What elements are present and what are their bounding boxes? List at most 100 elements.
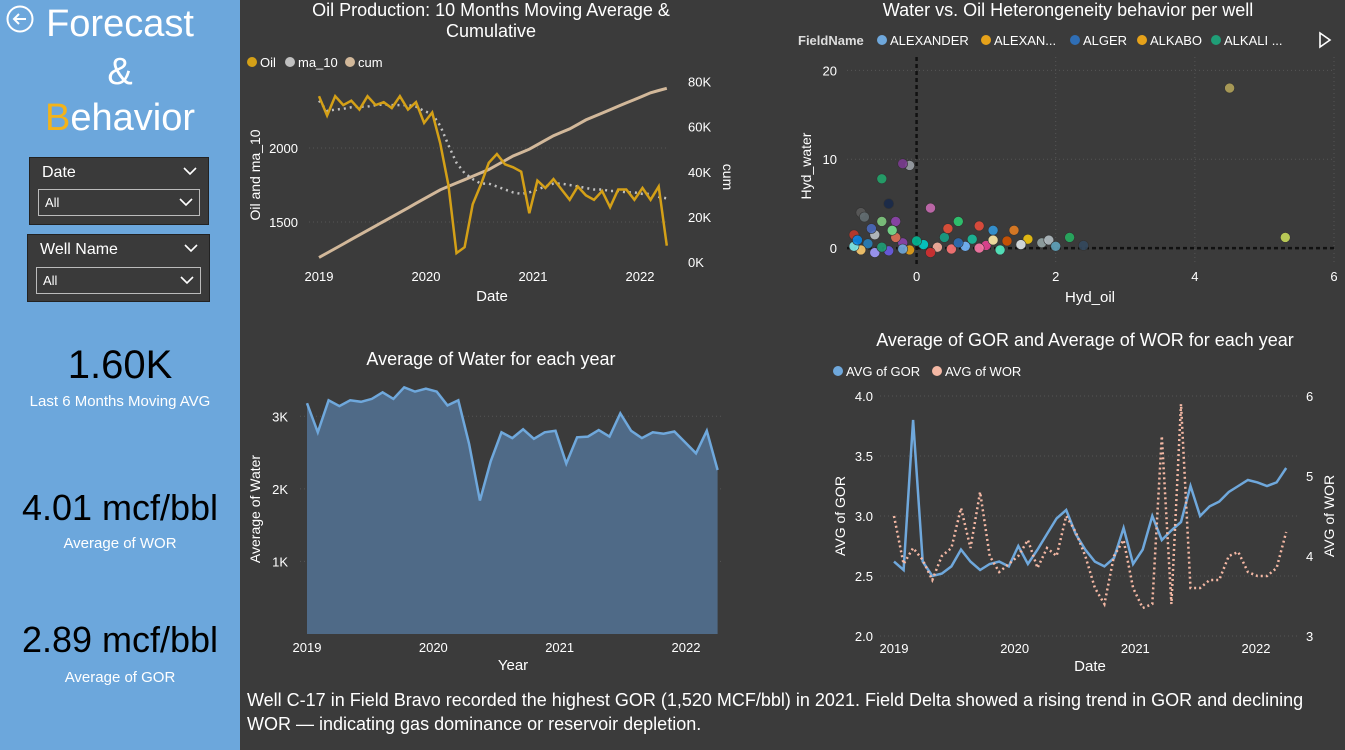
scatter-point <box>1022 233 1034 245</box>
legend-marker-gor <box>833 366 843 376</box>
scatter-x-tick: 4 <box>1191 269 1198 284</box>
water-x-axis-label: Year <box>498 657 528 674</box>
date-dropdown[interactable]: All <box>38 189 200 216</box>
legend-label-alger: ALGER <box>1083 33 1127 48</box>
gor-y-left-ticks: 2.0 2.5 3.0 3.5 4.0 <box>855 389 873 644</box>
scatter-y-ticks: 0 10 20 <box>823 63 837 256</box>
page-title-line2: & <box>107 51 133 93</box>
legend-label-ma10: ma_10 <box>298 55 338 70</box>
scatter-point <box>1064 232 1075 243</box>
gor-y-tick: 4.0 <box>855 389 873 404</box>
wor-y-tick: 5 <box>1306 469 1313 484</box>
scatter-y-tick: 10 <box>823 152 837 167</box>
oil-y-right-tick: 40K <box>688 165 711 180</box>
scatter-point <box>952 237 964 249</box>
gor-y-tick: 3.5 <box>855 449 873 464</box>
scatter-point <box>1043 234 1055 246</box>
gor-wor-x-tick: 2019 <box>880 641 909 656</box>
scatter-point <box>897 243 909 255</box>
gor-wor-x-tick: 2021 <box>1121 641 1150 656</box>
kpi-gor-label: Average of GOR <box>64 669 176 686</box>
scatter-point <box>1280 232 1291 243</box>
page-title-rest: ehavior <box>70 97 195 139</box>
legend-marker-alger <box>1070 35 1080 45</box>
scatter-legend-title: FieldName <box>798 33 864 48</box>
well-name-dropdown[interactable]: All <box>36 267 201 294</box>
oil-y-left-tick: 2000 <box>269 141 298 156</box>
legend-marker-ma10 <box>285 57 295 67</box>
kpi-wor-label: Average of WOR <box>63 535 177 552</box>
oil-chart-legend: Oil ma_10 cum <box>247 55 383 70</box>
gor-wor-x-axis-label: Date <box>1074 658 1106 675</box>
scatter-point <box>1001 235 1013 247</box>
oil-chart-y-left-ticks: 1500 2000 <box>269 141 298 230</box>
gor-y-tick: 2.5 <box>855 569 873 584</box>
wor-y-tick: 3 <box>1306 629 1313 644</box>
legend-marker-cum <box>345 57 355 67</box>
scatter-point <box>973 220 985 232</box>
kpi-gor-value: 2.89 mcf/bbl <box>21 619 219 660</box>
gor-y-tick: 3.0 <box>855 509 873 524</box>
oil-chart-x-ticks: 2019 2020 2021 2022 <box>305 269 655 284</box>
scatter-points <box>848 82 1291 258</box>
legend-label-wor: AVG of WOR <box>945 364 1021 379</box>
scatter-point <box>1050 241 1061 252</box>
legend-next-page-icon[interactable] <box>1319 31 1332 49</box>
scatter-gridlines <box>847 57 1335 265</box>
scatter-point <box>925 202 936 214</box>
series-line-ma10 <box>318 99 668 200</box>
oil-x-tick: 2019 <box>305 269 334 284</box>
scatter-x-ticks: 0 2 4 6 <box>913 269 1338 284</box>
oil-y-right-tick: 0K <box>688 255 704 270</box>
legend-marker-alexander <box>877 35 887 45</box>
date-slicer: Date All <box>29 157 209 225</box>
back-arrow-icon[interactable] <box>6 5 34 33</box>
scatter-point <box>1224 82 1235 94</box>
wor-y-right-ticks: 3 4 5 6 <box>1306 389 1313 644</box>
legend-marker-alkabo <box>1137 35 1147 45</box>
chevron-down-icon[interactable] <box>182 163 198 179</box>
water-y-ticks: 1K 2K 3K <box>272 409 288 569</box>
series-line-gor <box>893 419 1288 578</box>
water-y-tick: 3K <box>272 409 288 424</box>
legend-marker-alkali <box>1211 35 1221 45</box>
scatter-y-tick: 20 <box>823 63 837 78</box>
water-y-tick: 2K <box>272 482 288 497</box>
scatter-point <box>876 173 888 185</box>
scatter-point <box>973 242 985 254</box>
scatter-chart-title: Water vs. Oil Heterongeneity behavior pe… <box>883 0 1254 20</box>
scatter-point <box>925 247 936 258</box>
water-area-fill <box>307 387 718 634</box>
oil-y-left-tick: 1500 <box>269 215 298 230</box>
chevron-down-icon <box>180 276 194 285</box>
sidebar: Forecast & Behavior Date All Well Name A… <box>0 0 240 750</box>
chevron-down-icon <box>179 198 193 207</box>
scatter-point <box>897 158 909 169</box>
oil-production-chart: Oil Production: 10 Months Moving Average… <box>247 0 736 305</box>
scatter-point <box>883 198 895 209</box>
water-series-line <box>305 385 719 501</box>
oil-x-tick: 2021 <box>519 269 548 284</box>
gor-wor-x-tick: 2020 <box>1000 641 1029 656</box>
water-x-ticks: 2019 2020 2021 2022 <box>293 640 701 655</box>
wor-y-axis-label: AVG of WOR <box>1321 475 1337 557</box>
well-name-dropdown-value: All <box>43 273 58 288</box>
legend-label-alexan: ALEXAN... <box>994 33 1056 48</box>
scatter-y-tick: 0 <box>830 241 837 256</box>
gor-wor-gridlines <box>880 395 1300 637</box>
scatter-point <box>866 223 877 234</box>
gor-wor-x-ticks: 2019 2020 2021 2022 <box>880 641 1271 656</box>
oil-chart-y-right-ticks: 0K 20K 40K 60K 80K <box>688 75 711 270</box>
scatter-point <box>1078 240 1089 251</box>
kpi-wor-value: 4.01 mcf/bbl <box>21 487 219 528</box>
page-title-accent: B <box>45 97 71 139</box>
oil-chart-gridlines <box>309 147 667 223</box>
water-y-axis-label: Average of Water <box>247 455 263 564</box>
date-slicer-label: Date <box>42 164 76 181</box>
scatter-point <box>1015 239 1027 250</box>
legend-label-alkali: ALKALI ... <box>1224 33 1283 48</box>
scatter-point <box>911 235 922 247</box>
scatter-y-axis-label: Hyd_water <box>798 132 814 199</box>
chevron-down-icon[interactable] <box>183 240 199 256</box>
